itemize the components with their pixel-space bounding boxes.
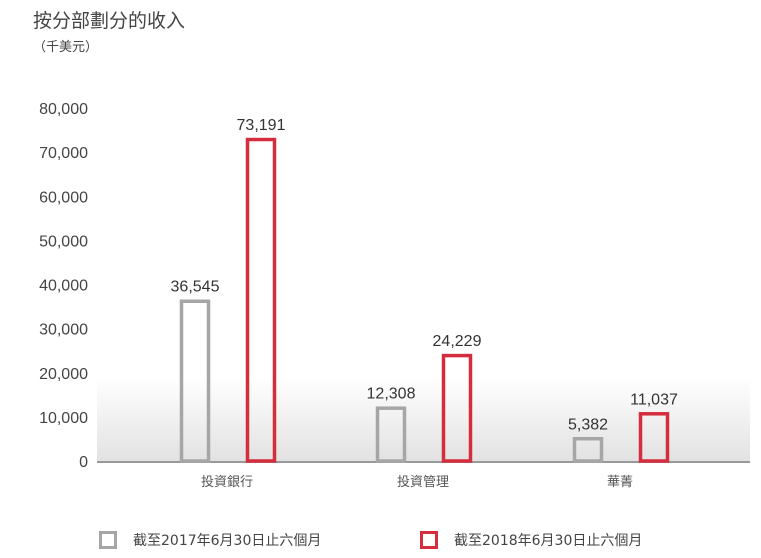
y-tick-label: 0: [79, 454, 88, 471]
legend-swatch-2017: [99, 531, 117, 549]
bar: [375, 406, 407, 463]
y-tick-label: 10,000: [39, 410, 88, 427]
data-label: 5,382: [568, 416, 608, 433]
legend-item-2017: 截至2017年6月30日止六個月: [99, 530, 321, 550]
y-tick-label: 20,000: [39, 366, 88, 383]
bar: [179, 299, 211, 463]
data-label: 12,308: [367, 386, 416, 403]
x-tick-label: 投資管理: [397, 474, 449, 490]
data-label: 73,191: [237, 117, 286, 134]
chart-title: 按分部劃分的收入: [33, 10, 186, 32]
x-tick-label: 華菁: [607, 475, 633, 490]
bar: [441, 353, 473, 463]
y-tick-label: 50,000: [39, 233, 88, 250]
x-tick-label: 投資銀行: [201, 474, 253, 490]
y-tick-label: 60,000: [39, 189, 88, 206]
data-label: 24,229: [433, 333, 482, 350]
legend-label-2018: 截至2018年6月30日止六個月: [454, 533, 643, 549]
data-label: 36,545: [171, 279, 220, 296]
y-tick-label: 70,000: [39, 145, 88, 162]
bar: [245, 137, 277, 463]
y-tick-label: 30,000: [39, 322, 88, 339]
legend-label-2017: 截至2017年6月30日止六個月: [133, 533, 322, 549]
legend-item-2018: 截至2018年6月30日止六個月: [420, 530, 642, 550]
y-tick-label: 40,000: [39, 278, 88, 295]
legend-swatch-2018: [420, 531, 438, 549]
y-tick-label: 80,000: [39, 101, 88, 118]
chart-unit: （千美元）: [33, 40, 99, 55]
bar: [572, 437, 604, 463]
data-label: 11,037: [630, 391, 678, 408]
bar: [638, 412, 670, 463]
